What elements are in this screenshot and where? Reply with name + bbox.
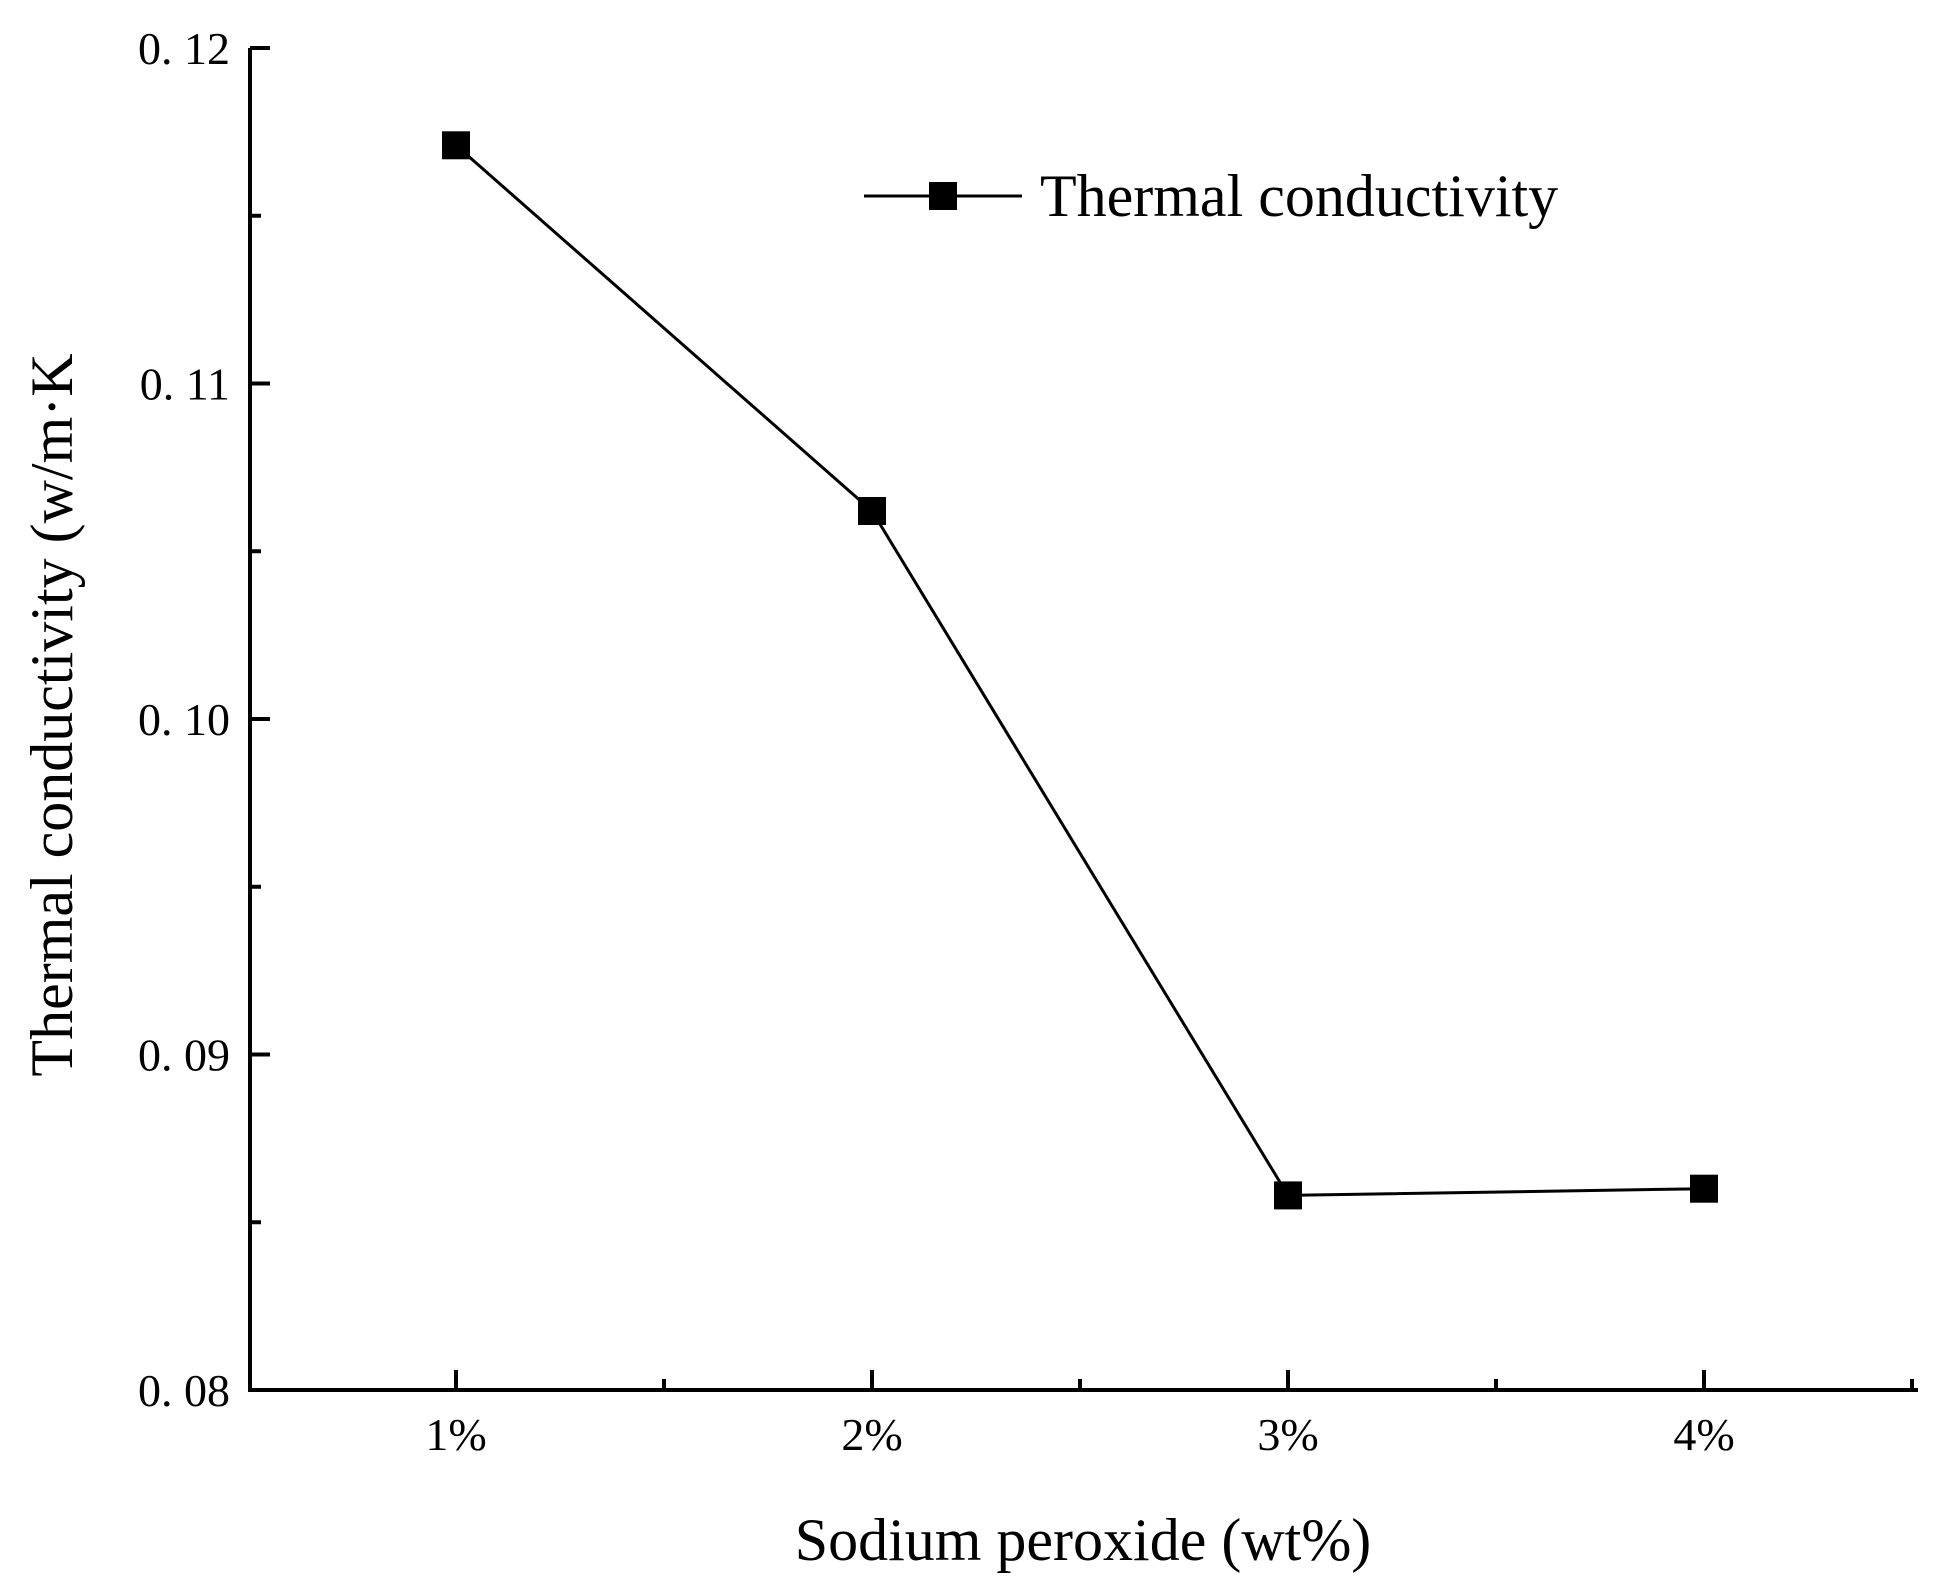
legend-label: Thermal conductivity (1040, 163, 1558, 229)
x-tick-label: 2% (841, 1409, 902, 1460)
x-tick-label: 4% (1673, 1409, 1734, 1460)
series-layer (442, 131, 1718, 1210)
series-line (455, 144, 1705, 1197)
y-tick-label: 0. 10 (138, 694, 230, 745)
data-point (858, 496, 886, 525)
legend: Thermal conductivity (864, 163, 1558, 229)
y-tick-label: 0. 08 (138, 1365, 230, 1416)
legend-marker (929, 182, 957, 210)
x-tick-label: 1% (425, 1409, 486, 1460)
data-point (1274, 1181, 1302, 1210)
data-point (442, 131, 470, 160)
y-axis-title: Thermal conductivity (w/m·K (19, 353, 85, 1076)
x-axis-title: Sodium peroxide (wt%) (795, 1507, 1372, 1573)
y-tick-label: 0. 11 (140, 359, 230, 410)
x-tick-label: 3% (1257, 1409, 1318, 1460)
y-axis-ticks: 0. 08 0. 09 0. 10 0. 11 0. 12 (138, 23, 270, 1416)
y-tick-label: 0. 09 (138, 1030, 230, 1081)
data-point (1690, 1174, 1718, 1203)
x-axis-ticks: 1% 2% 3% 4% (425, 1370, 1914, 1460)
y-tick-label: 0. 12 (138, 23, 230, 74)
